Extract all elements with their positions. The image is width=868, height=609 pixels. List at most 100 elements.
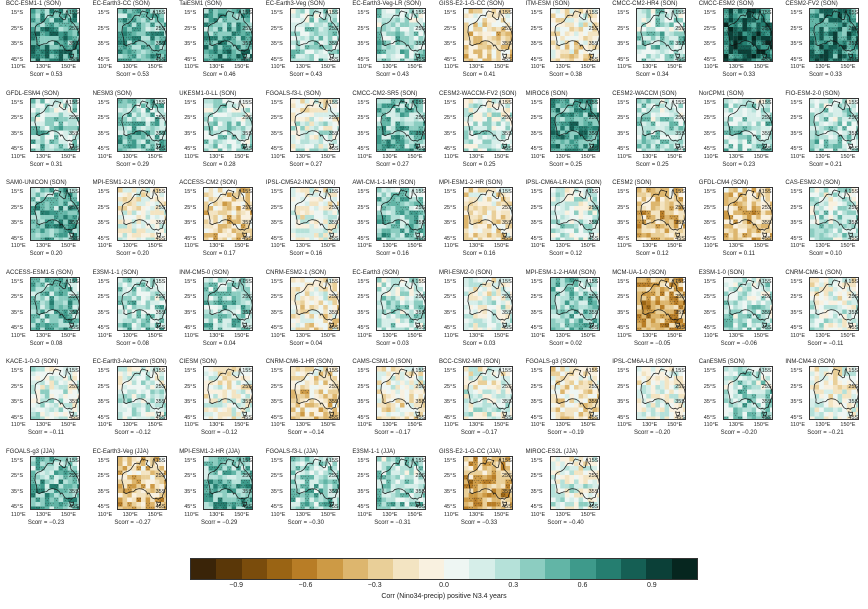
- grid-cell: [122, 134, 127, 140]
- significance-stipple: [552, 141, 554, 143]
- significance-stipple: [42, 208, 43, 210]
- grid-cell: [126, 125, 132, 131]
- significance-stipple: [840, 141, 841, 143]
- significance-stipple: [378, 14, 379, 16]
- grid-cell: [678, 9, 684, 14]
- precip-correlation-map: [549, 8, 600, 62]
- lon-tick-label: 110°E: [703, 153, 719, 160]
- grid-cell: [227, 40, 232, 46]
- significance-stipple: [401, 126, 402, 128]
- model-panel: GISS-E2-1-G-CC (SON) 15°S 15S 25°S 25S 35°S 35…: [436, 1, 522, 89]
- grid-cell: [309, 139, 314, 144]
- grid-cell: [728, 45, 734, 50]
- significance-stipple: [584, 128, 586, 130]
- lat-tick-label-inner: 45S: [415, 56, 426, 63]
- grid-cell: [755, 125, 761, 131]
- grid-cell: [746, 36, 752, 41]
- grid-cell: [496, 13, 501, 19]
- significance-stipple: [62, 144, 63, 146]
- grid-cell: [54, 130, 59, 135]
- grid-cell: [327, 139, 333, 144]
- grid-cell: [149, 125, 155, 131]
- grid-cell: [304, 139, 310, 144]
- significance-stipple: [565, 103, 566, 105]
- significance-stipple: [153, 112, 154, 114]
- significance-stipple: [224, 137, 226, 139]
- lat-tick-label-inner: 45S: [675, 56, 685, 63]
- grid-cell: [737, 36, 743, 41]
- significance-stipple: [59, 206, 60, 208]
- lat-tick-label-inner: 15S: [502, 10, 512, 16]
- grid-cell: [377, 40, 383, 46]
- significance-stipple: [770, 36, 772, 38]
- australia-coastline: [34, 9, 79, 52]
- precip-correlation-map: [463, 8, 513, 62]
- significance-stipple: [401, 99, 402, 101]
- grid-cell: [63, 148, 68, 151]
- significance-stipple: [247, 47, 249, 49]
- grid-cell: [814, 98, 820, 104]
- grid-cell: [810, 54, 816, 59]
- grid-cell: [304, 125, 310, 131]
- significance-stipple: [665, 117, 667, 119]
- grid-cell: [464, 143, 469, 149]
- grid-cell: [833, 107, 839, 113]
- grid-cell: [145, 112, 150, 117]
- significance-stipple: [765, 45, 767, 47]
- grid-cell: [655, 139, 661, 144]
- grid-cell: [391, 148, 396, 151]
- grid-cell: [568, 27, 574, 32]
- significance-stipple: [567, 99, 569, 101]
- significance-stipple: [209, 23, 211, 25]
- significance-stipple: [230, 27, 232, 29]
- significance-stipple: [826, 141, 827, 143]
- significance-stipple: [647, 130, 648, 132]
- grid-cell: [322, 130, 328, 135]
- grid-cell: [250, 125, 253, 131]
- significance-stipple: [150, 112, 152, 114]
- grid-cell: [842, 116, 848, 122]
- grid-cell: [400, 22, 406, 28]
- lon-tick-label: 130°E: [295, 153, 311, 160]
- significance-stipple: [132, 27, 133, 29]
- significance-stipple: [829, 50, 831, 52]
- grid-cell: [582, 36, 588, 41]
- significance-stipple: [417, 135, 419, 137]
- significance-stipple: [758, 43, 759, 45]
- significance-stipple: [79, 52, 80, 53]
- significance-stipple: [234, 61, 235, 62]
- significance-stipple: [63, 193, 65, 195]
- grid-cell: [217, 49, 223, 55]
- grid-cell: [477, 121, 483, 126]
- significance-stipple: [229, 61, 230, 62]
- grid-cell: [135, 40, 141, 46]
- grid-cell: [72, 18, 78, 23]
- significance-stipple: [74, 146, 76, 148]
- grid-cell: [810, 139, 816, 144]
- significance-stipple: [727, 36, 728, 38]
- grid-cell: [660, 22, 665, 28]
- significance-stipple: [33, 222, 34, 224]
- significance-stipple: [139, 27, 141, 29]
- grid-cell: [391, 121, 396, 126]
- scorr-value: Scorr = 0.31: [29, 161, 63, 168]
- significance-stipple: [733, 27, 735, 29]
- grid-cell: [559, 27, 565, 32]
- grid-cell: [122, 27, 127, 32]
- significance-stipple: [745, 117, 747, 119]
- grid-cell: [204, 121, 209, 126]
- grid-cell: [122, 54, 127, 59]
- significance-stipple: [33, 52, 34, 54]
- significance-stipple: [577, 121, 578, 123]
- significance-stipple: [216, 50, 218, 52]
- grid-cell: [487, 13, 492, 19]
- significance-stipple: [57, 9, 59, 11]
- grid-cell: [149, 103, 155, 108]
- significance-stipple: [335, 32, 337, 34]
- grid-cell: [400, 18, 406, 23]
- grid-cell: [213, 27, 219, 32]
- grid-cell: [814, 58, 820, 61]
- grid-cell: [573, 22, 579, 28]
- grid-cell: [637, 112, 642, 117]
- significance-stipple: [238, 25, 240, 27]
